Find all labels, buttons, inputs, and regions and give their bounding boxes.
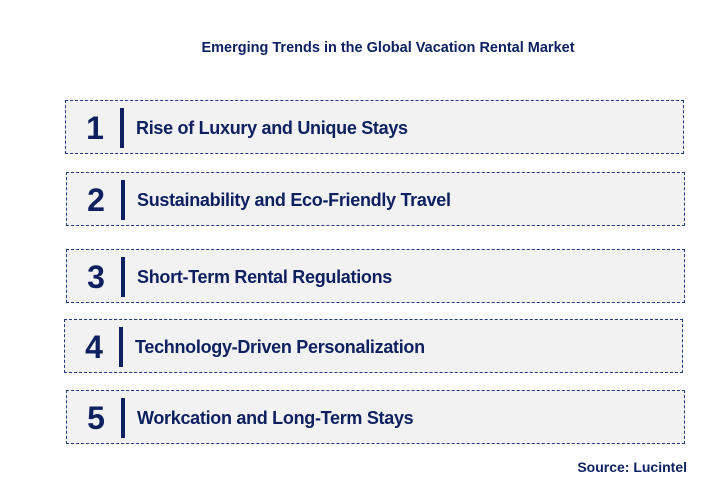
divider bbox=[121, 180, 125, 220]
trend-number: 2 bbox=[87, 182, 105, 218]
trend-label: Technology-Driven Personalization bbox=[135, 337, 425, 357]
trend-item-3: 3 Short-Term Rental Regulations bbox=[66, 249, 685, 303]
trend-item-2: 2 Sustainability and Eco-Friendly Travel bbox=[66, 172, 685, 226]
trend-number: 4 bbox=[85, 329, 103, 365]
divider bbox=[119, 327, 123, 367]
trend-item-1: 1 Rise of Luxury and Unique Stays bbox=[65, 100, 684, 154]
divider bbox=[120, 108, 124, 148]
trend-label: Workcation and Long-Term Stays bbox=[137, 408, 414, 428]
trend-item-5: 5 Workcation and Long-Term Stays bbox=[66, 390, 685, 444]
trend-item-4: 4 Technology-Driven Personalization bbox=[64, 319, 683, 373]
trend-label: Rise of Luxury and Unique Stays bbox=[136, 118, 408, 138]
diagram-title: Emerging Trends in the Global Vacation R… bbox=[201, 40, 575, 56]
trend-label: Sustainability and Eco-Friendly Travel bbox=[137, 190, 451, 210]
divider bbox=[121, 398, 125, 438]
trend-number: 3 bbox=[87, 259, 105, 295]
trend-number: 5 bbox=[87, 400, 105, 436]
trend-label: Short-Term Rental Regulations bbox=[137, 267, 392, 287]
trend-number: 1 bbox=[86, 110, 104, 146]
source-note: Source: Lucintel bbox=[577, 459, 687, 475]
divider bbox=[121, 257, 125, 297]
